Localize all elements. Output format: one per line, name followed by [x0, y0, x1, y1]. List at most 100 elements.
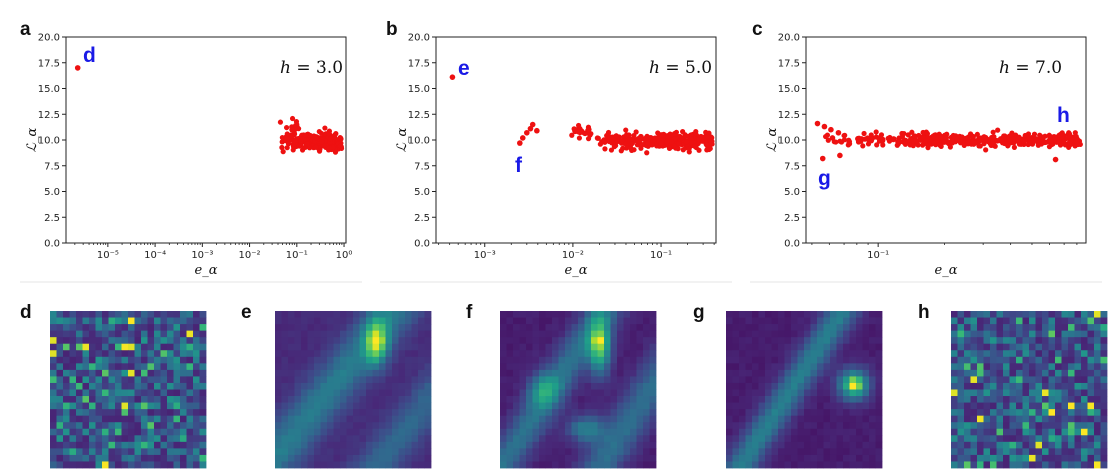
- heatmap-cell: [875, 415, 883, 423]
- heatmap-cell: [199, 435, 207, 443]
- data-point: [643, 136, 649, 142]
- data-point: [669, 139, 675, 145]
- heatmap-cell: [849, 350, 857, 358]
- heatmap-cell: [849, 461, 857, 469]
- heatmap-cell: [765, 343, 772, 351]
- heatmap-cell: [1016, 441, 1023, 449]
- heatmap-cell: [385, 363, 393, 371]
- heatmap-cell: [294, 441, 302, 449]
- heatmap-cell: [199, 324, 207, 332]
- heatmap-cell: [1003, 461, 1010, 469]
- heatmap-cell: [193, 389, 200, 397]
- heatmap-cell: [532, 363, 540, 371]
- heatmap-cell: [810, 389, 818, 397]
- heatmap-cell: [199, 402, 207, 410]
- heatmap-cell: [1081, 376, 1088, 384]
- heatmap-cell: [558, 402, 566, 410]
- heatmap-cell: [519, 337, 527, 345]
- heatmap-cell: [545, 350, 553, 358]
- heatmap-cell: [1061, 369, 1069, 377]
- heatmap-cell: [385, 396, 393, 403]
- heatmap-cell: [50, 350, 57, 358]
- heatmap-cell: [649, 311, 657, 318]
- heatmap-cell: [1016, 363, 1023, 371]
- heatmap-cell: [1055, 428, 1062, 436]
- data-point: [304, 141, 311, 147]
- data-point: [1048, 138, 1054, 144]
- heatmap-cell: [392, 396, 399, 403]
- heatmap-cell: [558, 369, 566, 377]
- heatmap-cell: [281, 402, 289, 410]
- heatmap-cell: [500, 376, 507, 384]
- heatmap-cell: [957, 428, 965, 436]
- heatmap-cell: [180, 422, 187, 430]
- heatmap-cell: [765, 389, 772, 397]
- heatmap-cell: [1003, 389, 1010, 397]
- heatmap-cell: [649, 461, 657, 469]
- heatmap-cell: [379, 337, 386, 345]
- heatmap-cell: [359, 454, 367, 462]
- heatmap-cell: [320, 389, 328, 397]
- data-point: [938, 134, 944, 140]
- heatmap-cell: [526, 415, 533, 423]
- heatmap-cell: [76, 317, 83, 325]
- heatmap-cell: [610, 389, 618, 397]
- heatmap-cell: [1022, 369, 1030, 377]
- heatmap-cell: [1048, 389, 1056, 397]
- heatmap-cell: [160, 317, 168, 325]
- heatmap-cell: [199, 369, 207, 377]
- heatmap-cell: [964, 311, 971, 318]
- heatmap-cell: [623, 396, 631, 403]
- heatmap-cell: [996, 337, 1004, 345]
- heatmap-cell: [102, 428, 109, 436]
- heatmap-cell: [996, 350, 1004, 358]
- heatmap-cell: [964, 396, 971, 403]
- heatmap-cell: [359, 350, 367, 358]
- heatmap-cell: [836, 369, 844, 377]
- heatmap-cell: [1016, 448, 1023, 456]
- heatmap-cell: [726, 337, 733, 345]
- data-point: [623, 145, 630, 151]
- heatmap-cell: [996, 435, 1004, 443]
- heatmap-cell: [411, 454, 419, 462]
- scatter-panel-a: a 0.02.55.07.510.012.515.017.520.010⁻⁵ 10…: [20, 19, 352, 278]
- heatmap-cell: [875, 448, 883, 456]
- heatmap-cell: [804, 396, 811, 403]
- heatmap-cell: [830, 409, 837, 417]
- heatmap-cell: [778, 382, 785, 390]
- heatmap-cell: [121, 409, 129, 417]
- heatmap-cell: [836, 363, 844, 371]
- heatmap-cell: [791, 350, 798, 358]
- heatmap-cell: [791, 382, 798, 390]
- heatmap-cell: [951, 369, 958, 377]
- heatmap-cell: [875, 402, 883, 410]
- heatmap-cell: [558, 441, 566, 449]
- heatmap-cell: [102, 461, 109, 469]
- heatmap-cell: [1081, 363, 1088, 371]
- heatmap-cell: [275, 441, 282, 449]
- heatmap-cell: [791, 356, 798, 364]
- heatmap-cell: [1061, 402, 1069, 410]
- heatmap-cell: [797, 448, 805, 456]
- heatmap-cell: [597, 356, 605, 364]
- heatmap-cell: [379, 311, 386, 318]
- heatmap-cell: [856, 382, 863, 390]
- heatmap-cell: [121, 330, 129, 338]
- heatmap-cell: [791, 461, 798, 469]
- heatmap-cell: [418, 441, 425, 449]
- heatmap-cell: [500, 422, 507, 430]
- heatmap-cell: [50, 317, 57, 325]
- heatmap-cell: [610, 369, 618, 377]
- heatmap-cell: [571, 343, 579, 351]
- heatmap-cell: [167, 402, 174, 410]
- heatmap-cell: [115, 454, 122, 462]
- heatmap-cell: [849, 356, 857, 364]
- data-point: [976, 143, 982, 149]
- heatmap-cell: [327, 330, 334, 338]
- heatmap-cell: [301, 389, 308, 397]
- heatmap-cell: [115, 311, 122, 318]
- heatmap-cell: [558, 454, 566, 462]
- heatmap-cell: [167, 389, 174, 397]
- heatmap-cell: [307, 311, 315, 318]
- heatmap-cell: [823, 389, 831, 397]
